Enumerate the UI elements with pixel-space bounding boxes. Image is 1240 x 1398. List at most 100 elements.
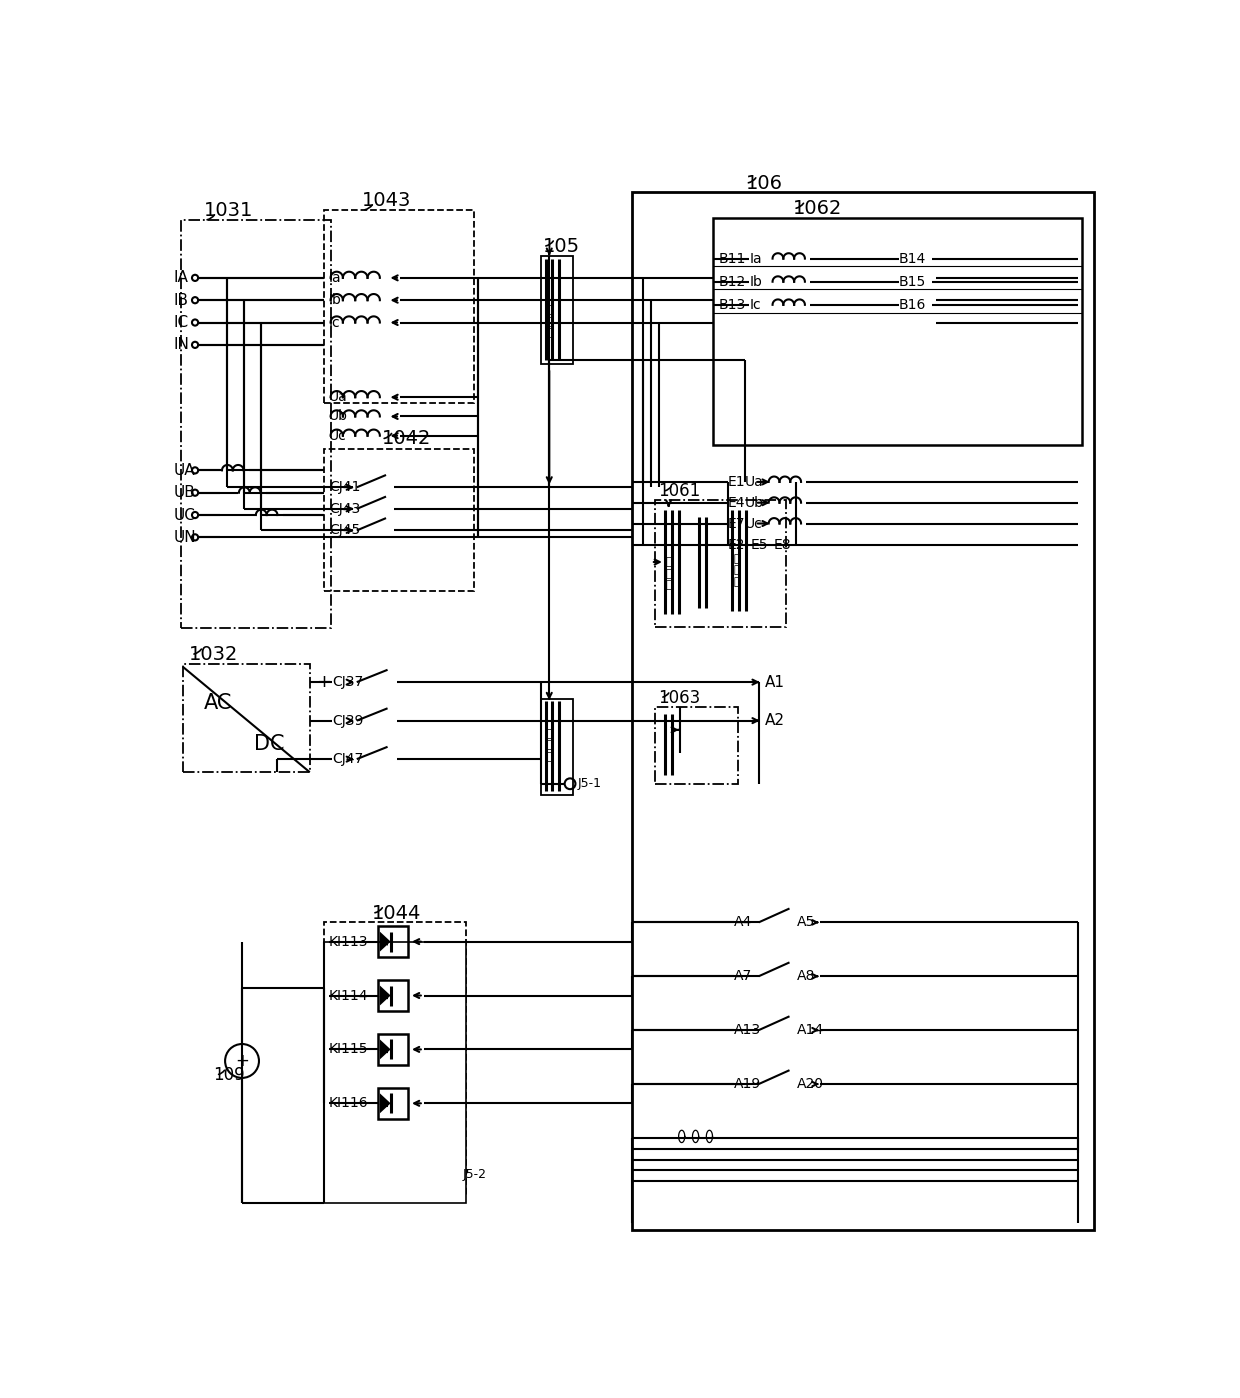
Text: 端: 端 xyxy=(546,305,553,315)
Polygon shape xyxy=(379,1039,391,1060)
Text: 1044: 1044 xyxy=(372,903,422,923)
Text: CJ45: CJ45 xyxy=(329,523,361,537)
Text: 子: 子 xyxy=(734,565,740,576)
Text: A13: A13 xyxy=(734,1023,761,1037)
Text: A20: A20 xyxy=(797,1076,825,1090)
Bar xyxy=(324,449,474,591)
Text: Ua: Ua xyxy=(329,390,347,404)
Text: J5-2: J5-2 xyxy=(463,1169,486,1181)
Text: Uc: Uc xyxy=(329,429,347,443)
Text: DC: DC xyxy=(254,734,285,754)
Polygon shape xyxy=(379,1093,391,1113)
Text: A1: A1 xyxy=(765,675,785,689)
Text: A14: A14 xyxy=(797,1023,825,1037)
Text: 1031: 1031 xyxy=(205,200,254,219)
Text: +: + xyxy=(236,1051,249,1069)
Text: B16: B16 xyxy=(899,298,926,312)
Text: KI115: KI115 xyxy=(329,1043,368,1057)
Text: UN: UN xyxy=(174,530,196,545)
Text: Ua: Ua xyxy=(745,475,764,489)
Text: UB: UB xyxy=(174,485,195,500)
Text: B12: B12 xyxy=(719,275,746,289)
Text: Ic: Ic xyxy=(329,316,341,330)
Bar xyxy=(181,219,331,628)
Text: A5: A5 xyxy=(797,916,816,930)
Bar xyxy=(324,923,466,1195)
Text: 106: 106 xyxy=(745,173,782,193)
Text: KI116: KI116 xyxy=(329,1096,368,1110)
Text: J5-1: J5-1 xyxy=(578,777,601,790)
Text: UC: UC xyxy=(174,507,196,523)
Text: A7: A7 xyxy=(734,969,753,983)
Text: B13: B13 xyxy=(719,298,746,312)
Bar xyxy=(377,980,408,1011)
Text: B11: B11 xyxy=(719,252,746,266)
Text: UA: UA xyxy=(174,463,195,478)
Text: CJ43: CJ43 xyxy=(329,502,361,516)
Bar xyxy=(324,210,474,403)
Text: Ia: Ia xyxy=(749,252,763,266)
Polygon shape xyxy=(379,931,391,952)
Text: A19: A19 xyxy=(734,1076,761,1090)
Text: Ub: Ub xyxy=(745,496,764,510)
Bar xyxy=(182,664,310,772)
Bar xyxy=(377,1035,408,1065)
Text: Ub: Ub xyxy=(329,410,348,424)
Bar xyxy=(713,218,1083,445)
Text: 排: 排 xyxy=(546,329,553,338)
Text: A2: A2 xyxy=(765,713,785,728)
Text: E5: E5 xyxy=(751,538,769,552)
Text: E1: E1 xyxy=(728,475,745,489)
Text: +: + xyxy=(316,672,331,691)
Text: 端: 端 xyxy=(546,728,553,738)
Text: Ib: Ib xyxy=(749,275,763,289)
Bar xyxy=(324,942,466,1204)
Bar xyxy=(655,500,786,628)
Text: Ia: Ia xyxy=(329,271,342,285)
Text: E7: E7 xyxy=(728,516,745,530)
Text: 子: 子 xyxy=(546,741,553,751)
Text: B15: B15 xyxy=(899,275,926,289)
Text: A8: A8 xyxy=(797,969,816,983)
Text: A4: A4 xyxy=(734,916,753,930)
Bar xyxy=(541,699,573,795)
Text: 1061: 1061 xyxy=(658,482,701,500)
Text: 子: 子 xyxy=(546,317,553,327)
Text: 排: 排 xyxy=(734,577,740,587)
Text: 子: 子 xyxy=(666,569,672,579)
Text: IB: IB xyxy=(174,292,188,308)
Text: IN: IN xyxy=(174,337,190,352)
Text: 1032: 1032 xyxy=(188,644,238,664)
Text: E8: E8 xyxy=(774,538,791,552)
Text: KI113: KI113 xyxy=(329,935,368,949)
Bar xyxy=(377,1088,408,1118)
Text: E4: E4 xyxy=(728,496,745,510)
Text: 端: 端 xyxy=(666,556,672,568)
Text: CJ37: CJ37 xyxy=(332,675,363,689)
Text: KI114: KI114 xyxy=(329,988,368,1002)
Text: Ic: Ic xyxy=(749,298,761,312)
Text: IA: IA xyxy=(174,270,188,285)
Text: 1062: 1062 xyxy=(794,199,843,218)
Text: 排: 排 xyxy=(546,752,553,762)
Text: 1043: 1043 xyxy=(362,192,412,210)
Text: −: − xyxy=(316,713,331,731)
Bar xyxy=(377,927,408,958)
Text: CJ41: CJ41 xyxy=(329,481,361,495)
Text: Uc: Uc xyxy=(745,516,763,530)
Text: 105: 105 xyxy=(543,236,580,256)
Text: 1042: 1042 xyxy=(382,429,430,449)
Polygon shape xyxy=(379,986,391,1005)
Text: CJ47: CJ47 xyxy=(332,752,363,766)
Text: 端: 端 xyxy=(734,554,740,563)
Text: 109: 109 xyxy=(213,1065,246,1083)
Bar xyxy=(655,707,738,784)
Text: B14: B14 xyxy=(899,252,926,266)
Text: CJ39: CJ39 xyxy=(332,713,363,727)
Text: Ib: Ib xyxy=(329,294,342,308)
Bar xyxy=(541,256,573,363)
Text: IC: IC xyxy=(174,315,188,330)
Bar xyxy=(631,193,1094,1230)
Text: 排: 排 xyxy=(666,580,672,590)
Text: 1063: 1063 xyxy=(658,689,701,706)
